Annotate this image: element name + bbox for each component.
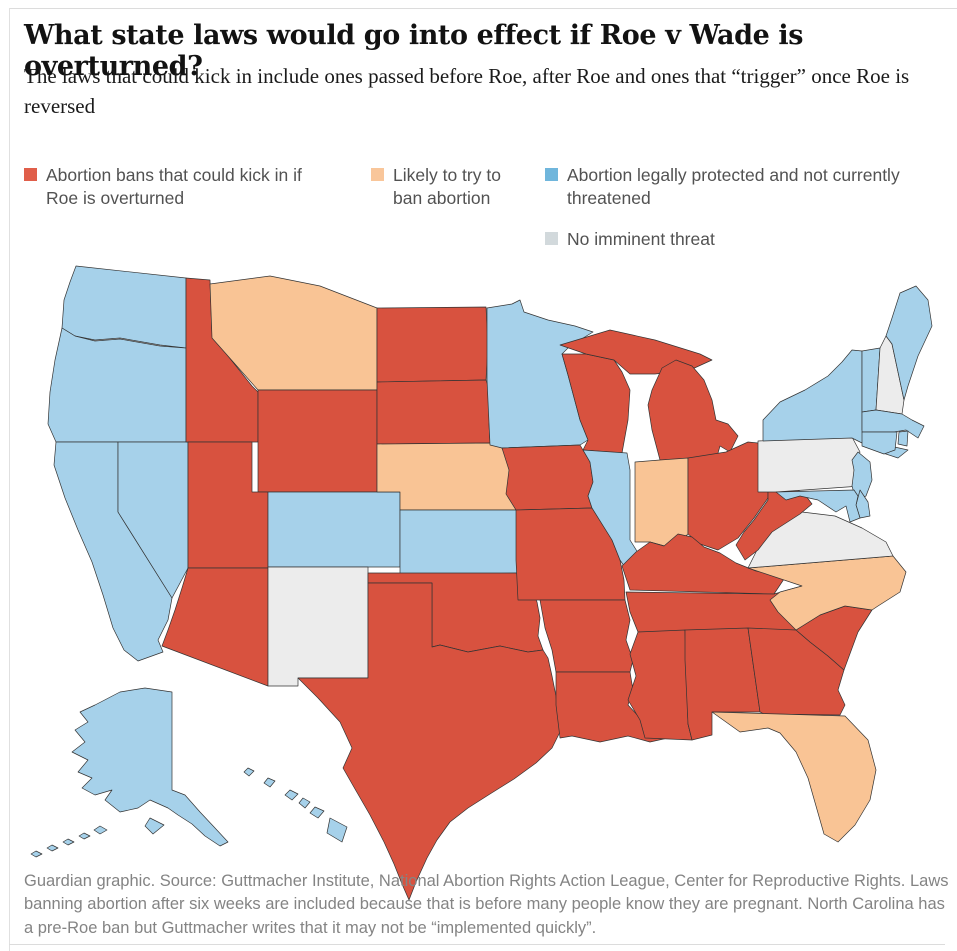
legend-label: Abortion legally protected and not curre… xyxy=(567,165,900,209)
state-PA xyxy=(757,436,862,493)
legend-swatch-ban xyxy=(24,168,37,181)
state-AR xyxy=(539,599,634,673)
state-WY xyxy=(257,389,378,493)
state-IA xyxy=(501,444,594,511)
legend-swatch-protected xyxy=(545,168,558,181)
state-AK xyxy=(30,817,165,858)
legend-label: Likely to try to ban abortion xyxy=(393,165,501,209)
state-VA xyxy=(747,511,894,569)
state-KS xyxy=(399,509,525,576)
legend-swatch-likely-ban xyxy=(371,168,384,181)
standfirst: The laws that could kick in include ones… xyxy=(24,64,910,118)
bottom-rule xyxy=(9,944,945,945)
legend-item-protected: Abortion legally protected and not curre… xyxy=(545,164,905,210)
state-RI xyxy=(897,430,909,447)
us-map xyxy=(30,265,933,901)
us-choropleth-map xyxy=(0,250,957,950)
state-NC xyxy=(747,555,907,631)
state-UT xyxy=(187,441,269,569)
top-rule xyxy=(9,8,957,9)
headline: What state laws would go into effect if … xyxy=(24,20,804,83)
legend-item-no-threat: No imminent threat xyxy=(545,228,905,251)
legend-label: Abortion bans that could kick in if Roe … xyxy=(46,165,302,209)
state-CO xyxy=(267,491,401,568)
state-ME xyxy=(885,285,933,401)
state-CT xyxy=(861,431,898,455)
legend-label: No imminent threat xyxy=(567,229,715,249)
state-FL xyxy=(711,711,877,843)
state-KY xyxy=(621,533,787,595)
state-NM xyxy=(267,566,369,687)
state-ND xyxy=(376,306,489,383)
map-group xyxy=(30,265,933,901)
legend-item-ban: Abortion bans that could kick in if Roe … xyxy=(24,164,342,210)
state-NV xyxy=(117,441,189,599)
state-MD xyxy=(775,489,861,523)
state-AK xyxy=(71,687,229,847)
state-MI xyxy=(647,359,739,461)
state-WA xyxy=(61,265,187,349)
state-HI xyxy=(243,767,348,843)
legend-swatch-no-threat xyxy=(545,232,558,245)
state-IL xyxy=(582,449,641,573)
state-SD xyxy=(376,379,494,445)
source-note: Guardian graphic. Source: Guttmacher Ins… xyxy=(24,872,949,937)
legend-item-likely-ban: Likely to try to ban abortion xyxy=(371,164,531,210)
left-rule xyxy=(9,8,10,951)
state-TX xyxy=(297,582,561,901)
